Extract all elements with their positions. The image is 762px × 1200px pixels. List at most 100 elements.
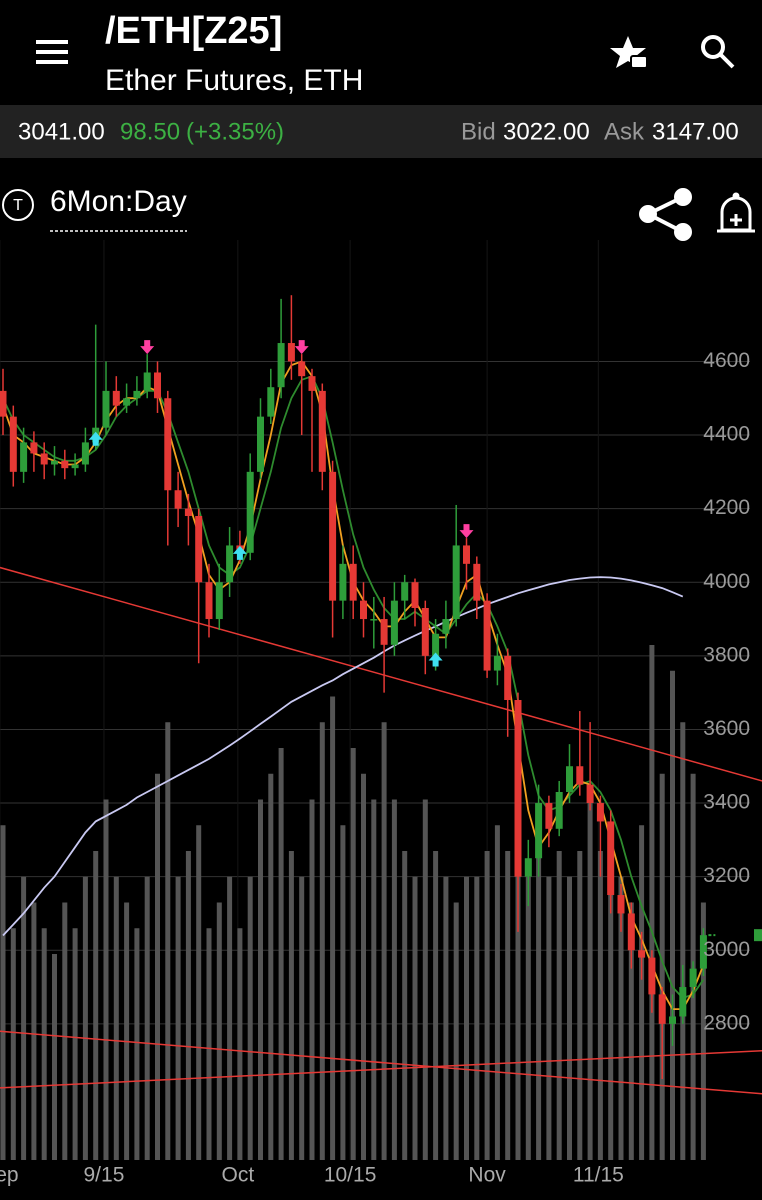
volume-bar: [0, 825, 6, 1160]
x-tick-label: Nov: [468, 1164, 506, 1187]
volume-bar: [464, 876, 469, 1160]
candle-body: [143, 372, 151, 391]
volume-bar: [72, 928, 78, 1160]
volume-bar: [525, 876, 531, 1160]
alert-button[interactable]: [717, 192, 755, 233]
candle-body: [411, 582, 419, 608]
candle-body: [174, 490, 182, 509]
volume-bar: [93, 851, 99, 1160]
candle-body: [679, 987, 687, 1017]
candle-body: [555, 792, 563, 829]
volume-bar: [505, 851, 511, 1160]
buy-signal-arrow: [88, 431, 103, 446]
volume-bar: [288, 851, 294, 1160]
candle-body: [71, 464, 79, 469]
volume-bar: [62, 902, 68, 1160]
volume-bar: [113, 876, 119, 1160]
volume-bar: [577, 851, 583, 1160]
study-button[interactable]: T: [2, 189, 34, 221]
candle-body: [51, 460, 58, 465]
menu-button[interactable]: [36, 40, 68, 64]
y-tick-label: 4200: [703, 496, 750, 519]
candle-body: [20, 442, 28, 472]
search-button[interactable]: [701, 35, 735, 69]
candle-body: [421, 608, 429, 656]
volume-bar: [330, 696, 336, 1160]
candle-body: [493, 655, 501, 671]
candle-body: [246, 471, 254, 553]
volume-bar: [515, 825, 521, 1160]
volume-bar: [144, 876, 150, 1160]
candle-body: [401, 582, 409, 601]
sell-signal-arrow: [459, 524, 474, 539]
x-tick-label: 11/15: [573, 1164, 624, 1187]
candle-body: [514, 700, 522, 877]
volume-bar: [196, 825, 202, 1160]
share-button[interactable]: [639, 188, 692, 241]
candle-body: [123, 398, 131, 406]
candle-body: [61, 460, 69, 469]
candle-body: [483, 600, 491, 671]
volume-bar: [567, 876, 572, 1160]
candle-body: [215, 582, 223, 620]
y-tick-label: 3000: [703, 938, 750, 961]
ask-label: Ask: [604, 118, 645, 145]
volume-bar: [278, 748, 284, 1160]
y-tick-label: 4400: [703, 423, 750, 446]
symbol-title: /ETH[Z25]: [105, 10, 282, 52]
y-tick-label: 4600: [703, 349, 750, 372]
volume-bar: [309, 799, 315, 1160]
volume-bar: [422, 799, 428, 1160]
volume-bar: [227, 876, 233, 1160]
buy-signal-arrow: [232, 545, 247, 560]
volume-bar: [391, 799, 397, 1160]
candle-body: [164, 398, 172, 491]
volume-bar: [453, 902, 459, 1160]
timeframe-selector[interactable]: 6Mon:Day: [50, 185, 187, 218]
volume-bar: [628, 902, 634, 1160]
net-change: 98.50: [120, 118, 180, 145]
volume-bar: [639, 825, 645, 1160]
candle-body: [154, 372, 161, 399]
candle-body: [545, 803, 553, 829]
last-price: 3041.00: [18, 118, 105, 145]
candle-body: [576, 766, 584, 785]
candle-body: [226, 545, 234, 583]
volume-bar: [494, 825, 500, 1160]
x-tick-label: 10/15: [324, 1164, 377, 1187]
candle-body: [287, 343, 295, 362]
buy-signal-arrow: [428, 652, 443, 667]
volume-bar: [608, 825, 614, 1160]
volume-bar: [536, 825, 542, 1160]
volume-bar: [618, 876, 624, 1160]
quote-bar: [0, 105, 762, 158]
percent-change: (+3.35%): [186, 118, 284, 145]
candle-body: [648, 957, 656, 995]
candle-body: [473, 563, 481, 601]
candle-body: [339, 563, 347, 601]
volume-bar: [700, 902, 706, 1160]
ask-price: 3147.00: [652, 118, 739, 145]
candle-body: [318, 390, 326, 472]
candle-body: [617, 895, 625, 914]
candle-body: [30, 442, 38, 454]
watchlist-button[interactable]: [610, 36, 648, 69]
candle-body: [627, 913, 635, 951]
candle-body: [205, 582, 213, 620]
candle-body: [596, 803, 604, 822]
volume-bar: [412, 876, 418, 1160]
y-tick-label: 2800: [703, 1011, 750, 1034]
volume-bar: [185, 851, 191, 1160]
volume-bar: [268, 773, 274, 1160]
volume-bar: [443, 876, 449, 1160]
volume-bar: [670, 670, 675, 1160]
candle-body: [277, 343, 285, 388]
candle-body: [112, 390, 120, 406]
sell-signal-arrow: [294, 340, 309, 355]
volume-bar: [361, 773, 366, 1160]
volume-bar: [103, 799, 109, 1160]
y-tick-label: 4000: [703, 570, 750, 593]
volume-bar: [371, 799, 377, 1160]
volume-bar: [237, 928, 243, 1160]
candle-body: [442, 619, 450, 634]
